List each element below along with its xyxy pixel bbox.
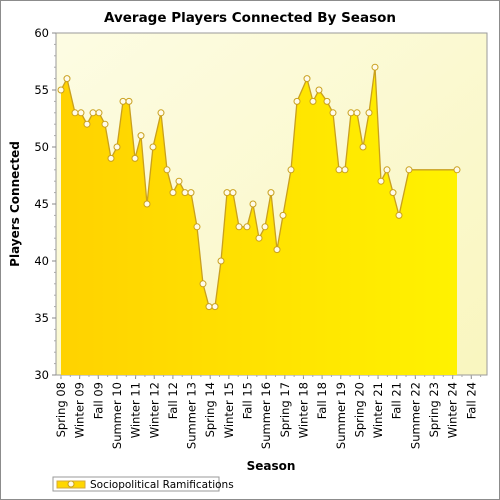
y-tick-label: 60 [34, 26, 49, 40]
x-axis: Spring 08 Winter 09 Fall 09 Summer 10 Winter… [54, 375, 482, 449]
y-tick-label: 45 [34, 197, 49, 211]
data-point [365, 109, 373, 117]
data-point [395, 211, 403, 219]
data-point [371, 63, 379, 71]
data-point [157, 109, 165, 117]
x-tick-label: Spring 08 [54, 382, 68, 437]
x-tick-label: Winter 12 [147, 382, 161, 438]
data-point [193, 223, 201, 231]
x-tick-label: Fall 21 [390, 382, 404, 419]
data-point [107, 154, 115, 162]
data-point [267, 189, 275, 197]
x-tick-label: Fall 12 [166, 382, 180, 419]
data-point [113, 143, 121, 151]
data-point [335, 166, 343, 174]
y-axis-label: Players Connected [8, 141, 22, 267]
data-point [255, 234, 263, 242]
data-point [205, 303, 213, 311]
x-tick-label: Summer 19 [334, 382, 348, 449]
data-point [77, 109, 85, 117]
data-point [383, 166, 391, 174]
y-tick-label: 40 [34, 254, 49, 268]
data-point [279, 211, 287, 219]
x-tick-label: Summer 16 [259, 382, 273, 449]
x-tick-label: Summer 22 [408, 382, 422, 449]
data-point [347, 109, 355, 117]
data-point [169, 189, 177, 197]
data-point [303, 75, 311, 83]
x-tick-label: Winter 15 [222, 382, 236, 438]
data-point [315, 86, 323, 94]
x-tick-label: Winter 21 [371, 382, 385, 438]
data-point [143, 200, 151, 208]
x-tick-label: Fall 09 [91, 382, 105, 419]
data-point [57, 86, 65, 94]
data-point [95, 109, 103, 117]
data-point [249, 200, 257, 208]
data-point [235, 223, 243, 231]
x-tick-label: Summer 10 [110, 382, 124, 449]
legend: Sociopolitical Ramifications [52, 476, 234, 492]
y-tick-label: 30 [34, 368, 49, 382]
data-point [63, 75, 71, 83]
x-axis-label: Season [247, 459, 296, 473]
x-tick-label: Fall 24 [464, 382, 478, 419]
data-point [131, 154, 139, 162]
chart-title: Average Players Connected By Season [104, 10, 396, 26]
data-point [187, 189, 195, 197]
data-point [83, 120, 91, 128]
y-tick-label: 35 [34, 311, 49, 325]
data-point [329, 109, 337, 117]
data-point [323, 97, 331, 105]
x-tick-label: Winter 18 [296, 382, 310, 438]
data-point [163, 166, 171, 174]
data-point [453, 166, 461, 174]
data-point [389, 189, 397, 197]
x-tick-label: Winter 09 [73, 382, 87, 438]
y-axis: 30 35 40 45 50 55 60 [34, 26, 56, 382]
data-point [125, 97, 133, 105]
data-point [287, 166, 295, 174]
data-point [211, 303, 219, 311]
legend-marker [67, 480, 75, 488]
legend-label: Sociopolitical Ramifications [90, 479, 234, 491]
x-tick-label: Spring 17 [278, 382, 292, 437]
series-area [61, 67, 457, 375]
data-point [137, 132, 145, 140]
data-point [199, 280, 207, 288]
data-point [217, 257, 225, 265]
data-point [273, 246, 281, 254]
data-point [181, 189, 189, 197]
data-point [243, 223, 251, 231]
data-point [309, 97, 317, 105]
data-point [359, 143, 367, 151]
x-tick-label: Summer 13 [185, 382, 199, 449]
data-point [149, 143, 157, 151]
data-point [89, 109, 97, 117]
x-tick-label: Spring 14 [203, 382, 217, 437]
x-tick-label: Spring 23 [427, 382, 441, 437]
y-tick-label: 55 [34, 83, 49, 97]
data-point [71, 109, 79, 117]
data-point [377, 177, 385, 185]
x-tick-label: Winter 24 [446, 382, 460, 438]
data-point [175, 177, 183, 185]
points-layer [57, 63, 461, 311]
x-tick-label: Fall 18 [315, 382, 329, 419]
data-point [223, 189, 231, 197]
data-point [293, 97, 301, 105]
legend-box [52, 476, 220, 492]
y-tick-label: 50 [34, 140, 49, 154]
x-tick-label: Fall 15 [241, 382, 255, 419]
data-point [405, 166, 413, 174]
x-tick-label: Spring 20 [352, 382, 366, 437]
x-tick-label: Winter 11 [129, 382, 143, 438]
data-point [261, 223, 269, 231]
data-point [353, 109, 361, 117]
data-point [229, 189, 237, 197]
data-point [101, 120, 109, 128]
data-point [341, 166, 349, 174]
data-point [119, 97, 127, 105]
